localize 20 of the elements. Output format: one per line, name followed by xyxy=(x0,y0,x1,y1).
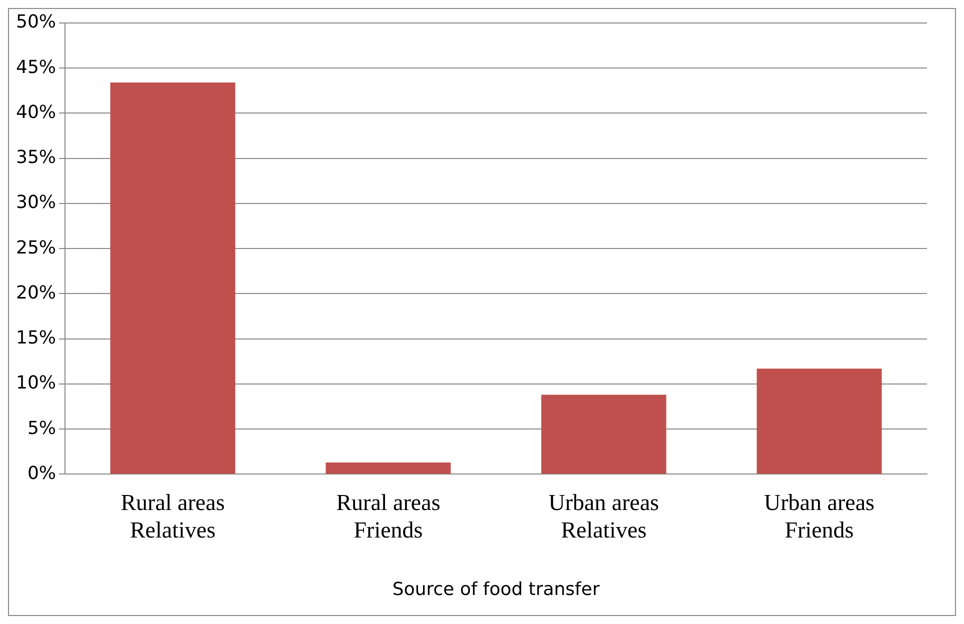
y-tick-label: 25% xyxy=(16,237,56,258)
y-tick-label: 50% xyxy=(16,12,56,33)
x-tick-label: Urban areas Relatives xyxy=(548,490,660,543)
y-tick-label: 35% xyxy=(16,147,56,168)
y-tick-label: 40% xyxy=(16,102,56,123)
x-tick-label: Rural areas Relatives xyxy=(120,490,225,543)
x-tick-label: Urban areas Friends xyxy=(764,490,875,543)
y-tick-label: 0% xyxy=(27,462,56,484)
x-axis-title: Source of food transfer xyxy=(392,578,600,600)
bar xyxy=(541,394,666,474)
y-tick-label: 5% xyxy=(27,418,56,439)
y-tick-label: 45% xyxy=(16,56,56,78)
x-tick-label: Rural areas Friends xyxy=(336,490,440,543)
y-tick-label: 10% xyxy=(16,372,56,394)
y-tick-label: 30% xyxy=(16,192,56,214)
bar xyxy=(110,82,236,474)
y-tick-label: 20% xyxy=(16,282,56,304)
y-tick-label: 15% xyxy=(16,328,56,349)
bar xyxy=(326,462,451,474)
bar xyxy=(756,368,882,474)
